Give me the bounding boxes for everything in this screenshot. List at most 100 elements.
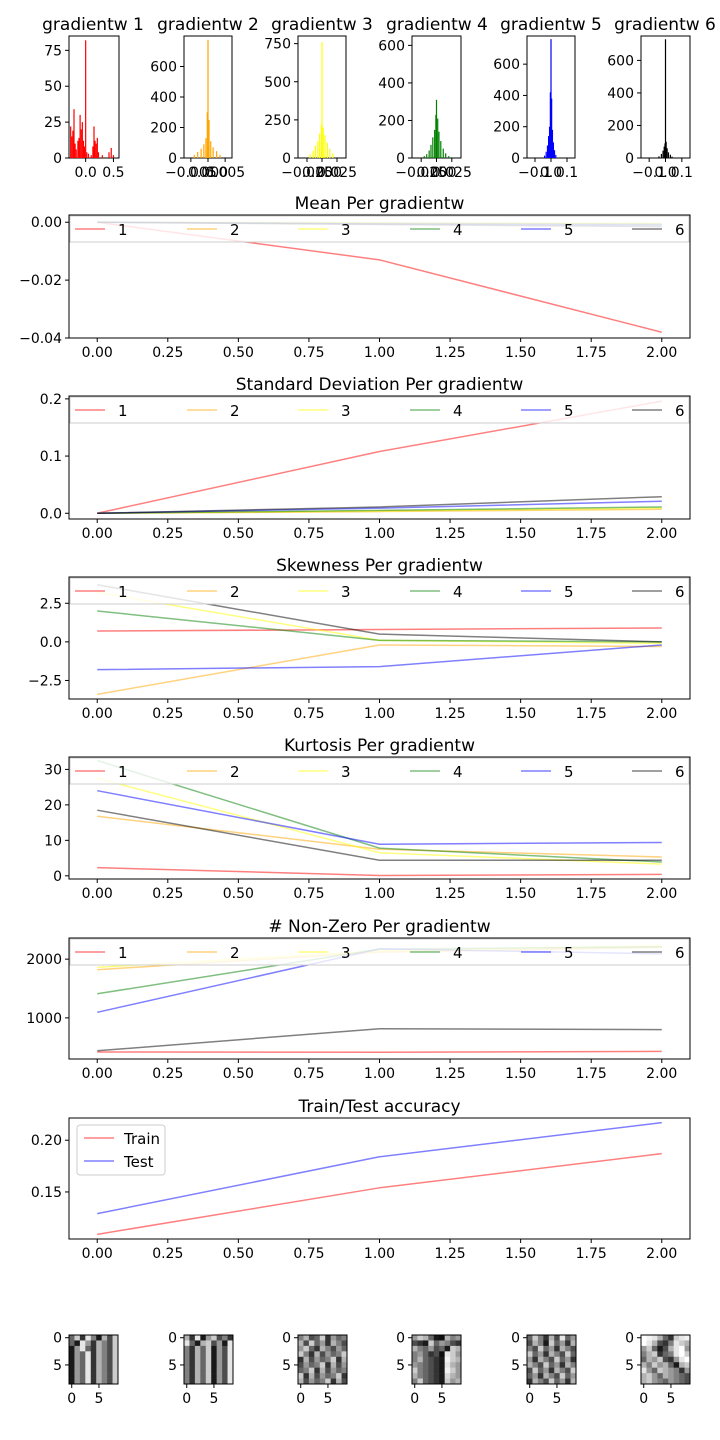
heatmap-frame <box>68 1334 119 1385</box>
heatmap-cell <box>657 1378 664 1385</box>
heatmap-cell <box>319 1351 326 1358</box>
heatmap-cell <box>548 1367 555 1374</box>
heatmap-cell <box>200 1335 207 1341</box>
series-line-4 <box>97 610 662 643</box>
heatmap-cell <box>85 1378 92 1385</box>
heatmap-cell <box>211 1340 217 1347</box>
histogram-bar <box>671 156 673 158</box>
heatmap-cell <box>412 1362 418 1368</box>
heatmap-cell <box>189 1351 196 1358</box>
heatmap-frame <box>640 1334 691 1385</box>
x-tick-label: 0.00 <box>82 1066 113 1082</box>
y-tick-label: 25 <box>44 115 62 131</box>
heatmap-cell <box>325 1378 331 1385</box>
heatmap-cell <box>444 1340 451 1347</box>
heatmap-cell <box>657 1340 664 1347</box>
heatmap-cell <box>428 1345 435 1352</box>
y-tick-label: 0 <box>53 869 62 885</box>
heatmap-cell <box>216 1351 223 1358</box>
heatmap-cell <box>527 1351 533 1358</box>
weight-heatmap <box>69 1335 119 1385</box>
heatmap-cell <box>184 1351 190 1358</box>
heatmap-cell <box>570 1362 577 1368</box>
legend-label: 2 <box>230 402 240 420</box>
histogram-bar <box>662 150 664 158</box>
heatmap-cell <box>428 1362 435 1368</box>
heatmap-cell <box>96 1362 102 1368</box>
x-tick-label: 0.000 <box>188 165 228 181</box>
legend-box <box>69 757 690 785</box>
heatmap-cell <box>433 1345 440 1352</box>
heatmap-cell <box>646 1340 653 1347</box>
histogram-bar <box>663 146 665 158</box>
y-tick-label: 400 <box>150 90 177 106</box>
heatmap-cell <box>200 1345 207 1352</box>
weight-heatmap <box>412 1335 462 1385</box>
heatmap-cell <box>303 1351 310 1358</box>
heatmap-cell <box>662 1356 669 1363</box>
y-tick-label: 2000 <box>26 952 62 968</box>
heatmap-cell <box>330 1367 337 1374</box>
heatmap-cell <box>559 1351 566 1358</box>
heatmap-cell <box>450 1373 456 1379</box>
x-tick-label: 1.50 <box>505 1246 536 1262</box>
heatmap-cell <box>433 1373 440 1379</box>
histogram-title: gradientw 6 <box>614 15 716 35</box>
heatmap-cell <box>298 1345 304 1352</box>
heatmap-cell <box>673 1340 680 1347</box>
heatmap-cell <box>69 1340 75 1347</box>
heatmap-cell <box>543 1362 550 1368</box>
heatmap-cell <box>330 1351 337 1358</box>
x-tick-label: 0.000 <box>302 165 342 181</box>
heatmap-cell <box>336 1378 342 1385</box>
heatmap-cell <box>211 1335 217 1341</box>
heatmap-cell <box>565 1335 571 1341</box>
heatmap-cell <box>216 1367 223 1374</box>
y-tick-label: 0.15 <box>31 1185 62 1201</box>
heatmap-cell <box>543 1378 550 1385</box>
heatmap-cell <box>554 1373 560 1379</box>
histogram-bar <box>321 42 323 158</box>
legend-label: 4 <box>453 221 463 239</box>
heatmap-cell <box>565 1367 571 1374</box>
heatmap-cell <box>298 1373 304 1379</box>
heatmap-cell <box>641 1362 647 1368</box>
heatmap-cell <box>668 1362 674 1368</box>
series-line-2 <box>97 644 662 696</box>
histogram-bar <box>319 133 321 158</box>
x-tick-label: 1.25 <box>434 1246 465 1262</box>
heatmap-cell <box>200 1356 207 1363</box>
heatmap-cell <box>532 1335 539 1341</box>
heatmap-cell <box>101 1373 108 1379</box>
heatmap-cell <box>548 1378 555 1385</box>
heatmap-cell <box>325 1340 331 1347</box>
heatmap-cell <box>673 1373 680 1379</box>
y-tick-label: 400 <box>493 88 520 104</box>
histogram-bar <box>660 153 663 158</box>
heatmap-cell <box>439 1378 445 1385</box>
heatmap-cell <box>439 1345 445 1352</box>
heatmap-cell <box>194 1351 201 1358</box>
series-line-1 <box>97 1050 662 1053</box>
y-tick-label: 0.0 <box>40 506 62 522</box>
x-tick-label: 2.00 <box>646 1246 677 1262</box>
weight-heatmap <box>298 1335 348 1385</box>
x-tick-label: 0.25 <box>152 345 183 361</box>
heatmap-cell <box>559 1378 566 1385</box>
histogram-title: gradientw 3 <box>271 15 373 35</box>
heatmap-cell <box>314 1356 321 1363</box>
y-tick-label: 0 <box>625 151 634 167</box>
x-tick-label: 0.1 <box>671 165 693 181</box>
histogram-bar <box>555 154 557 158</box>
heatmap-cell <box>189 1345 196 1352</box>
heatmap-cell <box>308 1345 315 1352</box>
y-tick-label: 0 <box>53 151 62 167</box>
y-tick-label: 0 <box>282 151 291 167</box>
heatmap-cell <box>657 1345 664 1352</box>
heatmap-cell <box>184 1378 190 1385</box>
heatmap-cell <box>330 1362 337 1368</box>
histogram-bar <box>79 114 81 158</box>
heatmap-cell <box>319 1362 326 1368</box>
histogram-bar <box>553 150 556 158</box>
heatmap-cell <box>107 1351 113 1358</box>
